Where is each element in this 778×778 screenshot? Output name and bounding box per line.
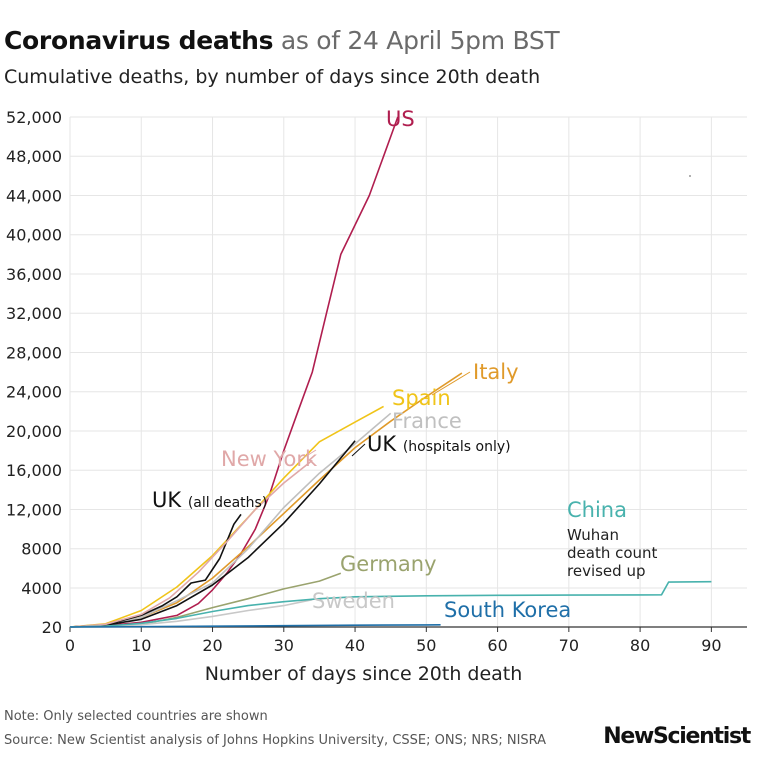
series-line-china (69, 580, 712, 628)
y-tick-label: 48,000 (6, 147, 62, 166)
y-tick-label: 20,000 (6, 422, 62, 441)
china-annotation: death count (567, 544, 658, 562)
line-chart: 0 10 20 30 40 50 60 70 80 90 20 4000 8000 12,000 16,00… (6, 107, 747, 685)
x-tick-label: 10 (131, 636, 151, 655)
y-tick-label: 24,000 (6, 383, 62, 402)
series-label-sweden: Sweden (312, 589, 395, 613)
chart-title: Coronavirus deaths as of 24 April 5pm BS… (4, 26, 560, 55)
x-tick-label: 50 (416, 636, 436, 655)
title-main: Coronavirus deaths (4, 26, 274, 55)
series-label-uk-all-deaths-: UK (all deaths) (152, 488, 267, 512)
y-tick-label: 8000 (21, 540, 62, 559)
x-tick-label: 90 (701, 636, 721, 655)
stray-dot (689, 175, 691, 177)
series-label-china: China (567, 498, 627, 522)
y-tick-label: 32,000 (6, 304, 62, 323)
leader-line-uk-hospitals (351, 443, 366, 457)
new-scientist-logo: NewScientist (603, 724, 751, 749)
x-tick-label: 80 (630, 636, 650, 655)
x-tick-label: 60 (487, 636, 507, 655)
x-tick-label: 70 (559, 636, 579, 655)
source-note: Source: New Scientist analysis of Johns … (4, 733, 547, 748)
china-annotation: revised up (567, 562, 645, 580)
x-tick-label: 0 (65, 636, 75, 655)
series-line-france (69, 412, 392, 628)
series-line-uk-hospitals-only- (69, 440, 356, 628)
y-tick-label: 44,000 (6, 186, 62, 205)
title-date: as of 24 April 5pm BST (280, 26, 560, 55)
y-tick-label: 12,000 (6, 500, 62, 519)
leader-line-new-york (299, 449, 317, 461)
series-line-south-korea (69, 624, 441, 628)
series-line-us (69, 116, 399, 628)
china-annotation: Wuhan (567, 526, 619, 544)
y-tick-label: 52,000 (6, 108, 62, 127)
series-label-uk-hospitals-only-: UK (hospitals only) (367, 432, 511, 456)
x-tick-label: 40 (345, 636, 365, 655)
leader-line-italy (431, 371, 471, 396)
series-label-us: US (386, 107, 415, 131)
series-line-new-york (69, 459, 313, 628)
x-tick-label: 30 (274, 636, 294, 655)
y-tick-label: 4000 (21, 579, 62, 598)
series-line-spain (69, 405, 384, 628)
y-tick-label: 40,000 (6, 226, 62, 245)
series-label-italy: Italy (473, 360, 519, 384)
y-tick-label: 16,000 (6, 461, 62, 480)
series-label-south-korea: South Korea (444, 598, 571, 622)
x-axis-label: Number of days since 20th death (205, 663, 523, 685)
series-label-france: France (392, 409, 462, 433)
y-tick-label: 36,000 (6, 265, 62, 284)
chart-subtitle: Cumulative deaths, by number of days sin… (4, 66, 541, 88)
series-label-germany: Germany (340, 552, 437, 576)
x-tick-label: 20 (202, 636, 222, 655)
series-label-new-york: New York (221, 447, 318, 471)
y-tick-label: 28,000 (6, 343, 62, 362)
footnote: Note: Only selected countries are shown (4, 709, 268, 724)
y-tick-label: 20 (42, 618, 62, 637)
